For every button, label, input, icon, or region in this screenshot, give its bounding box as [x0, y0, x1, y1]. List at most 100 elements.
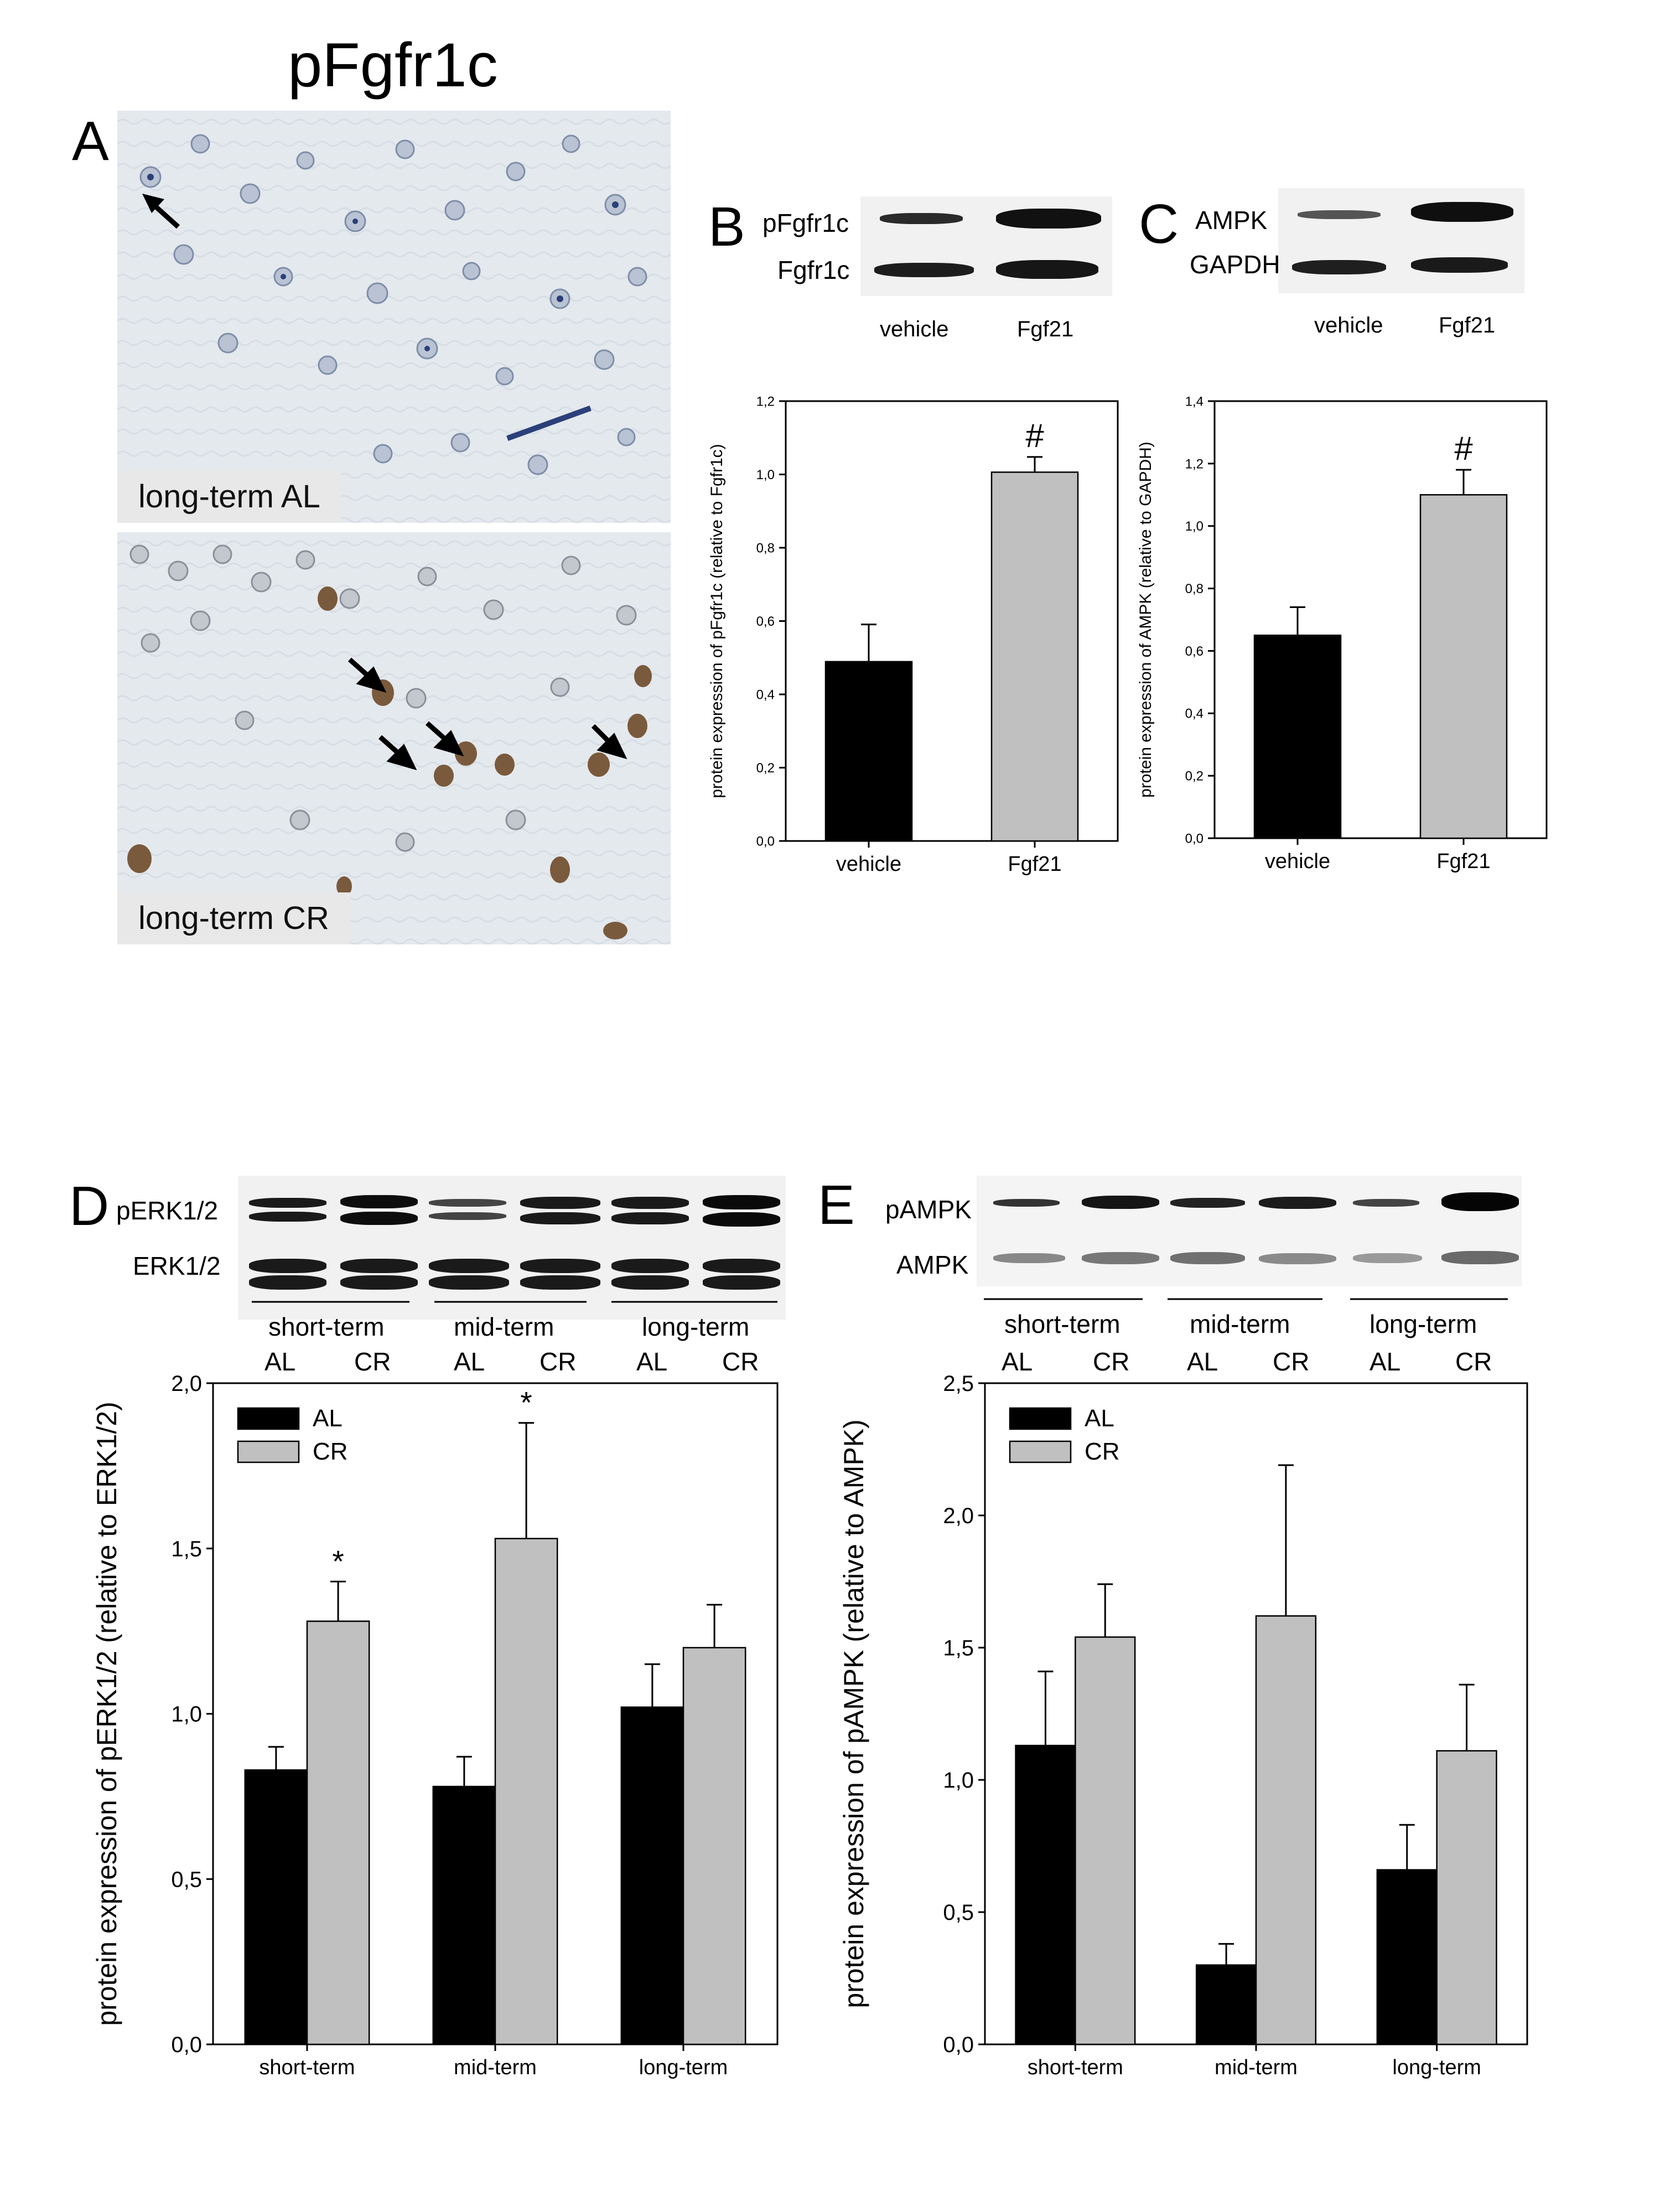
blot-d-band	[703, 1195, 780, 1209]
blot-e-band	[1259, 1197, 1336, 1209]
blot-d-band	[249, 1198, 326, 1208]
blot-d-band	[340, 1259, 418, 1273]
blot-b-lane-fgf21: Fgf21	[1017, 317, 1074, 341]
blot-c-band	[1292, 260, 1386, 274]
significance-marker: #	[1454, 430, 1473, 467]
bar	[244, 1769, 308, 2045]
panel-label-b: B	[708, 196, 745, 258]
blot-e-lane: AL	[1370, 1347, 1401, 1376]
blot-e-group-mid: mid-term	[1190, 1310, 1290, 1338]
blot-d-band	[703, 1212, 780, 1227]
y-tick-label: 1,2	[1185, 456, 1204, 471]
blot-d-group-long: long-term	[642, 1312, 750, 1341]
y-tick-label: 2,5	[943, 1372, 974, 1396]
blot-e-band	[1082, 1252, 1159, 1264]
x-tick-label: short-term	[259, 2056, 355, 2079]
bar	[620, 1706, 684, 2045]
arrow-icon	[142, 194, 180, 229]
y-axis-label: protein expression of pERK1/2 (relative …	[91, 1401, 122, 2026]
bar	[494, 1538, 558, 2045]
bar	[1075, 1636, 1136, 2045]
y-tick-label: 0,0	[171, 2033, 202, 2057]
blot-e-band	[1259, 1253, 1336, 1264]
bar	[1436, 1750, 1497, 2045]
y-tick-label: 0,6	[756, 614, 775, 629]
blot-d-lane: AL	[264, 1347, 296, 1376]
blot-d-image	[238, 1176, 786, 1320]
legend-swatch	[237, 1440, 300, 1463]
micrograph-cr-image	[117, 532, 671, 944]
blot-d-group-short: short-term	[268, 1312, 385, 1341]
blot-c-band	[1411, 202, 1513, 222]
bar	[990, 471, 1079, 842]
significance-marker: #	[1025, 417, 1044, 454]
blot-e-group-short: short-term	[1004, 1310, 1120, 1338]
y-tick-label: 0,8	[1185, 581, 1204, 596]
y-tick-label: 1,0	[1185, 519, 1204, 534]
y-tick-label: 0,5	[943, 1901, 974, 1925]
panel-label-d: D	[69, 1175, 110, 1237]
y-tick-label: 0,6	[1185, 644, 1204, 659]
panel-label-c: C	[1139, 193, 1179, 255]
blot-e-image	[977, 1176, 1522, 1286]
blot-d-lane: AL	[636, 1347, 668, 1376]
y-tick-label: 2,0	[943, 1504, 974, 1528]
blot-d-lane: CR	[354, 1347, 391, 1376]
panel-label-e: E	[818, 1174, 855, 1236]
blot-e-band	[1353, 1199, 1419, 1207]
bar	[1195, 1964, 1257, 2045]
significance-marker: *	[332, 1544, 344, 1578]
y-tick-label: 0,2	[756, 761, 775, 776]
blot-e-lane: CR	[1093, 1347, 1130, 1376]
blot-b-row2-label: Fgfr1c	[777, 256, 850, 284]
blot-e-lane: CR	[1273, 1347, 1310, 1376]
bar	[682, 1647, 746, 2045]
chart-c: 0,0 0,2 0,4 0,6 0,8 1,0 1,2 1,4 protein expressi…	[1137, 394, 1548, 873]
blot-d-band	[429, 1199, 506, 1207]
blot-e-band	[993, 1199, 1060, 1207]
blot-b-band	[880, 213, 963, 224]
blot-c-lane-fgf21: Fgf21	[1439, 313, 1496, 337]
arrow-icons	[348, 657, 627, 771]
y-tick-label: 0,4	[1185, 707, 1204, 721]
bar	[306, 1620, 370, 2045]
legend-swatch	[237, 1407, 300, 1430]
blot-d-row2-label: ERK1/2	[133, 1252, 221, 1280]
legend-label: AL	[313, 1405, 343, 1432]
x-tick-label: long-term	[1392, 2056, 1481, 2079]
x-tick-label: mid-term	[454, 2056, 537, 2079]
y-axis-label: protein expression of pFgfr1c (relative …	[708, 444, 726, 798]
micrograph-long-term-al: long-term AL	[117, 111, 671, 523]
micrograph-long-term-cr: long-term CR	[117, 532, 671, 944]
blot-e-band	[1170, 1198, 1245, 1208]
chart-d: 0,0 0,5 1,0 1,5 2,0 protein expression of pER…	[91, 1372, 779, 2079]
micrograph-label-cr: long-term CR	[117, 892, 350, 944]
y-tick-label: 0,4	[756, 687, 775, 702]
blot-e-lane: AL	[1002, 1347, 1033, 1376]
y-tick-label: 1,5	[943, 1636, 974, 1660]
blot-d-group-mid: mid-term	[454, 1312, 554, 1341]
blot-b-lane-vehicle: vehicle	[880, 317, 949, 341]
blot-d-lane: CR	[722, 1347, 759, 1376]
y-tick-label: 0,2	[1185, 769, 1204, 784]
blot-d-band	[520, 1275, 600, 1290]
blot-e-group-long: long-term	[1370, 1310, 1477, 1338]
blot-d-row1-label: pERK1/2	[116, 1196, 219, 1225]
y-axis-label: protein expression of AMPK (relative to …	[1137, 442, 1155, 798]
blot-d-band	[429, 1212, 506, 1220]
micrograph-label-al: long-term AL	[117, 471, 341, 523]
y-tick-label: 1,0	[171, 1702, 202, 1727]
y-tick-label: 1,0	[756, 468, 775, 482]
blot-d-band	[520, 1259, 600, 1273]
blot-e-band	[1082, 1196, 1159, 1209]
y-tick-label: 0,0	[943, 2033, 974, 2057]
blot-e-band	[1441, 1192, 1519, 1211]
blot-d-band	[611, 1212, 689, 1224]
blot-b-band	[996, 209, 1101, 229]
y-tick-label: 2,0	[171, 1372, 202, 1396]
y-tick-label: 0,0	[1185, 831, 1204, 846]
y-tick-label: 0,0	[756, 834, 775, 849]
micrograph-al-image	[117, 111, 671, 523]
blot-d-band	[249, 1259, 326, 1273]
chart-b: 0,0 0,2 0,4 0,6 0,8 1,0 1,2 protein expression …	[708, 394, 1119, 876]
